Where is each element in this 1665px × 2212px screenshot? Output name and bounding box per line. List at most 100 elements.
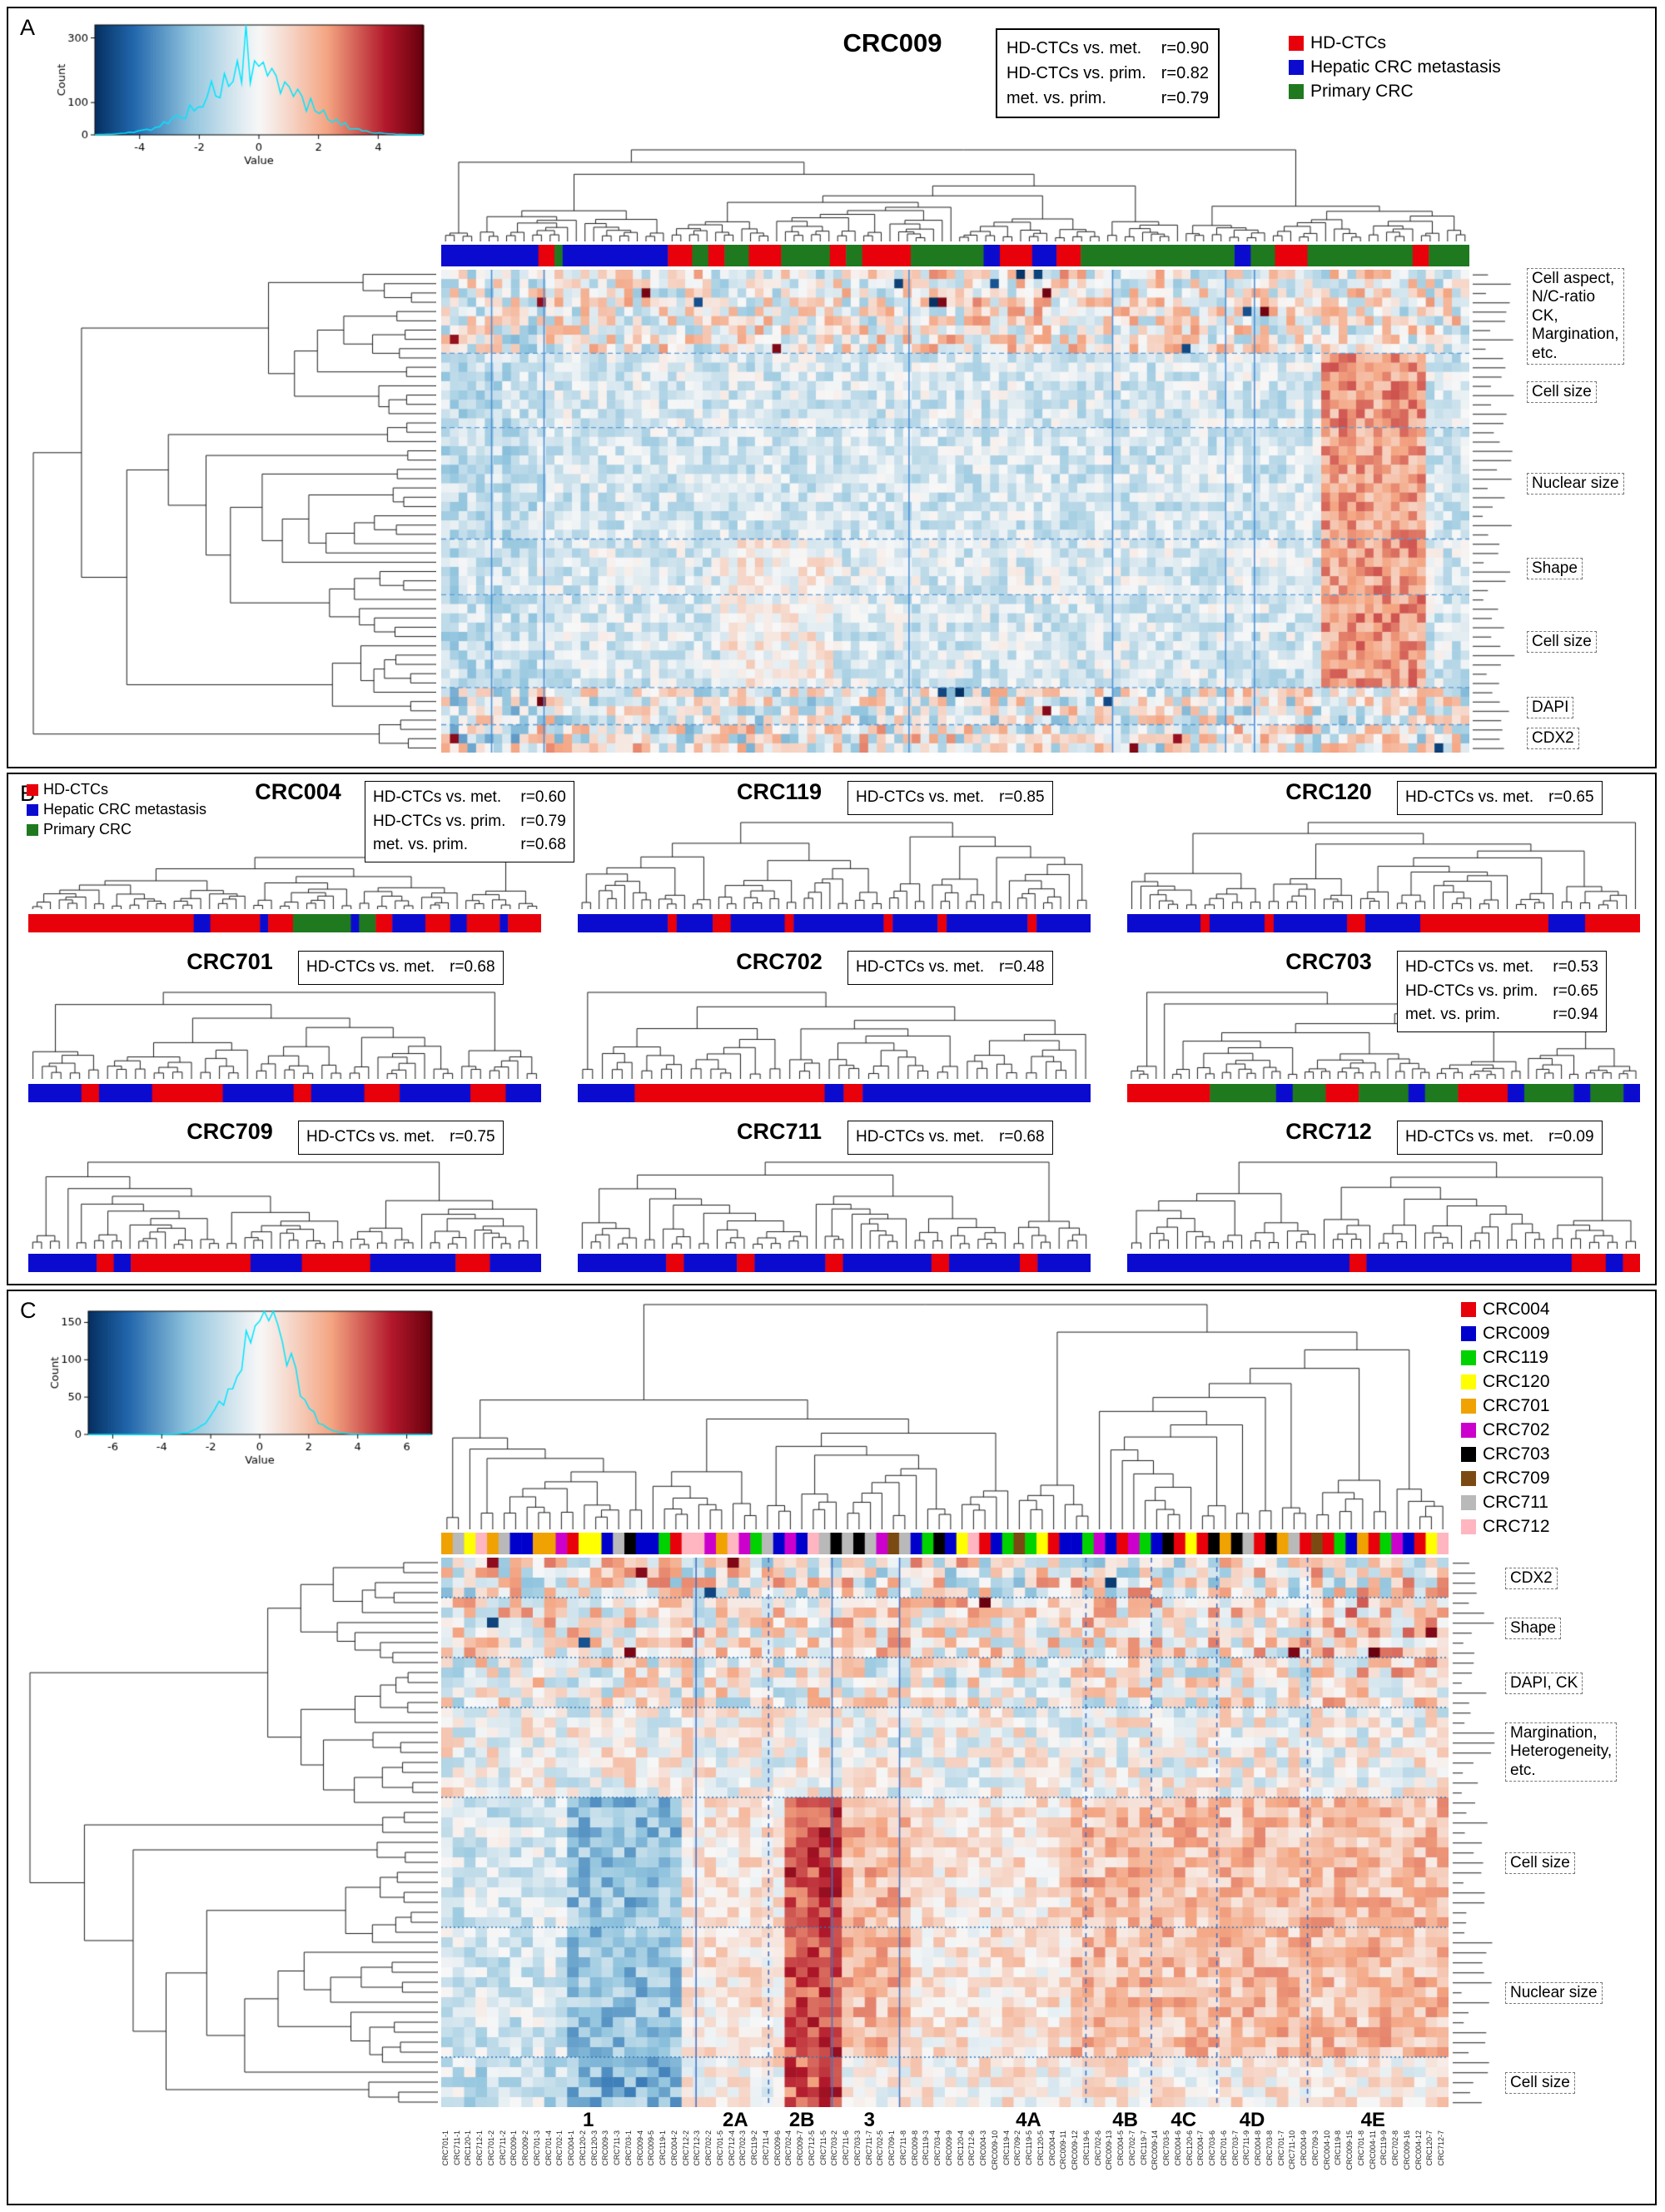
panel-b-subpanel-CRC709: CRC709 HD-CTCs vs. met. r=0.75 (22, 1119, 548, 1282)
subpanel-title: CRC703 (1285, 949, 1372, 974)
column-sample-label: CRC711-2 (498, 2130, 507, 2165)
subpanel-class-bar (1127, 1254, 1640, 1272)
correlation-pair: HD-CTCs vs. met. (1405, 788, 1534, 806)
correlation-value: r=0.79 (1161, 89, 1210, 107)
column-sample-label: CRC703-7 (1230, 2130, 1240, 2166)
panel-b-subpanel-CRC701: CRC701 HD-CTCs vs. met. r=0.68 (22, 949, 548, 1112)
column-sample-label: CRC120-3 (589, 2130, 599, 2166)
legend-label: CRC120 (1483, 1372, 1550, 1391)
correlation-pair: HD-CTCs vs. met. (856, 1128, 985, 1146)
correlation-pair: HD-CTCs vs. met. (856, 958, 985, 976)
subpanel-class-bar (28, 1084, 541, 1102)
cluster-label: 4D (1239, 2109, 1265, 2131)
column-sample-label: CRC009-14 (1151, 2130, 1160, 2170)
correlation-value: r=0.60 (520, 788, 566, 806)
panel-c-row-dendrogram (28, 1558, 438, 2107)
column-sample-label: CRC120-5 (1036, 2130, 1045, 2166)
column-sample-label: CRC119-5 (1025, 2130, 1034, 2165)
row-group-label: CDX2 (1527, 728, 1579, 750)
column-sample-label: CRC120-1 (464, 2130, 473, 2166)
row-group-label: Cell size (1505, 2072, 1575, 2095)
panel-a-column-dendrogram (441, 148, 1469, 241)
column-sample-label: CRC119-2 (750, 2130, 759, 2165)
correlation-pair: HD-CTCs vs. met. (1405, 958, 1534, 976)
subpanel-correlation-box: HD-CTCs vs. met. r=0.48 (847, 951, 1053, 985)
column-sample-label: CRC120-2 (578, 2130, 587, 2166)
legend-item: HD-CTCs (27, 781, 206, 798)
subpanel-class-bar (1127, 914, 1640, 932)
column-sample-label: CRC009-15 (1345, 2130, 1354, 2170)
subpanel-title: CRC712 (1285, 1119, 1372, 1144)
column-sample-label: CRC004-5 (1116, 2130, 1126, 2166)
subpanel-column-dendrogram (1127, 821, 1640, 909)
column-sample-label: CRC004-11 (1368, 2130, 1377, 2170)
subpanel-title: CRC120 (1285, 779, 1372, 804)
column-sample-label: CRC009-9 (944, 2130, 953, 2166)
legend-swatch-icon (1461, 1374, 1476, 1389)
column-sample-label: CRC712-3 (693, 2130, 702, 2166)
column-sample-label: CRC004-9 (1300, 2130, 1309, 2166)
subpanel-column-dendrogram (578, 991, 1091, 1079)
column-sample-label: CRC703-6 (1208, 2130, 1217, 2166)
panel-b-subpanel-CRC120: CRC120 HD-CTCs vs. met. r=0.65 (1121, 779, 1647, 942)
column-sample-label: CRC703-3 (852, 2130, 862, 2166)
column-sample-label: CRC119-1 (659, 2130, 668, 2165)
row-group-label: Nuclear size (1527, 473, 1624, 495)
column-sample-label: CRC004-2 (669, 2130, 678, 2166)
column-sample-label: CRC701-6 (1219, 2130, 1228, 2166)
row-group-label: DAPI, CK (1505, 1673, 1583, 1695)
correlation-value: r=0.94 (1553, 1006, 1598, 1023)
correlation-row: met. vs. prim. r=0.68 (373, 833, 566, 857)
row-group-label: DAPI (1527, 697, 1574, 719)
panel-c-row-tick-labels (1451, 1558, 1501, 2107)
column-sample-label: CRC120-4 (956, 2130, 965, 2166)
column-sample-label: CRC711-5 (818, 2130, 828, 2165)
correlation-value: r=0.90 (1161, 39, 1210, 57)
column-sample-label: CRC702-3 (738, 2130, 748, 2166)
column-sample-label: CRC009-8 (910, 2130, 919, 2166)
subpanel-column-dendrogram (28, 856, 541, 909)
column-sample-label: CRC009-10 (990, 2130, 999, 2170)
panel-c-class-bar (441, 1533, 1449, 1554)
column-sample-label: CRC119-7 (1139, 2130, 1148, 2165)
column-sample-label: CRC711-6 (842, 2130, 851, 2165)
legend-swatch-icon (1289, 36, 1304, 51)
correlation-pair: HD-CTCs vs. met. (373, 788, 502, 806)
legend-label: HD-CTCs (1310, 33, 1386, 52)
column-sample-label: CRC711-3 (613, 2130, 622, 2165)
legend-item: CRC120 (1461, 1372, 1550, 1392)
legend-item: Hepatic CRC metastasis (27, 801, 206, 818)
column-sample-label: CRC004-3 (979, 2130, 988, 2166)
subpanel-class-bar (28, 914, 541, 932)
panel-b-subpanel-CRC119: CRC119 HD-CTCs vs. met. r=0.85 (571, 779, 1097, 942)
legend-swatch-icon (27, 783, 38, 796)
column-sample-label: CRC709-2 (1013, 2130, 1022, 2166)
correlation-pair: HD-CTCs vs. prim. (1006, 64, 1146, 82)
row-group-label: Cell size (1505, 1852, 1575, 1875)
column-sample-label: CRC009-4 (635, 2130, 644, 2166)
column-sample-label: CRC712-6 (967, 2130, 977, 2166)
legend-swatch-icon (1461, 1326, 1476, 1341)
column-sample-label: CRC009-16 (1402, 2130, 1411, 2170)
column-sample-label: CRC701-3 (532, 2130, 541, 2166)
correlation-row: HD-CTCs vs. met. r=0.09 (1405, 1126, 1594, 1150)
subpanel-column-dendrogram (28, 1161, 541, 1249)
column-sample-label: CRC711-10 (1288, 2130, 1297, 2170)
correlation-pair: HD-CTCs vs. met. (306, 958, 435, 976)
cluster-label: 4B (1112, 2109, 1138, 2131)
row-group-label: Nuclear size (1505, 1982, 1603, 2005)
correlation-row: HD-CTCs vs. met. r=0.75 (306, 1126, 495, 1150)
legend-label: CRC712 (1483, 1517, 1550, 1536)
cluster-label: 2B (788, 2109, 815, 2131)
column-sample-label: CRC004-10 (1322, 2130, 1331, 2170)
subpanel-column-dendrogram (28, 991, 541, 1079)
correlation-row: HD-CTCs vs. met. r=0.90 (1006, 36, 1209, 61)
legend-item: CRC004 (1461, 1300, 1550, 1320)
color-key-a (55, 18, 431, 168)
correlation-value: r=0.53 (1553, 958, 1598, 976)
correlation-value: r=0.75 (450, 1128, 495, 1146)
correlation-pair: HD-CTCs vs. met. (1006, 39, 1142, 57)
legend-label: CRC702 (1483, 1420, 1550, 1439)
correlation-value: r=0.79 (520, 812, 566, 830)
